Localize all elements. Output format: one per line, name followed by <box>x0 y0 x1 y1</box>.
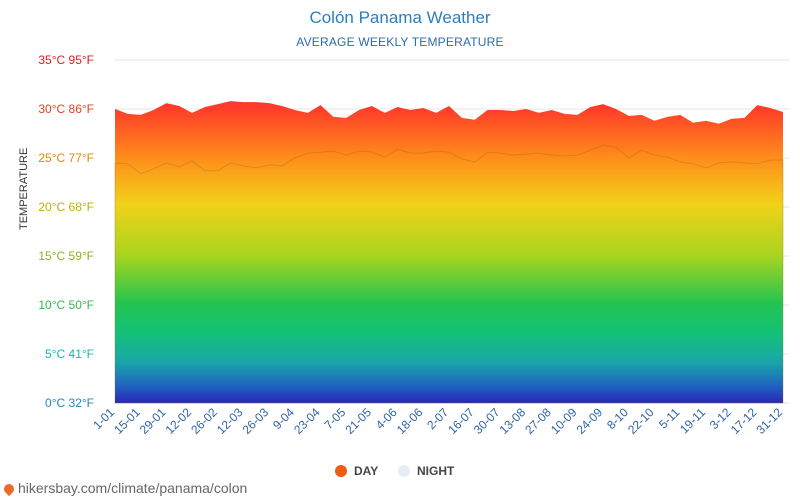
x-tick-label: 31-12 <box>754 405 786 437</box>
x-tick-label: 12-03 <box>214 405 246 437</box>
x-tick-label: 24-09 <box>574 405 606 437</box>
x-tick-label: 23-04 <box>291 405 323 437</box>
x-tick-label: 13-08 <box>497 405 529 437</box>
source-footer[interactable]: hikersbay.com/climate/panama/colon <box>1 480 248 497</box>
legend-label-day[interactable]: DAY <box>354 464 378 478</box>
y-tick-label: 25°C 77°F <box>38 151 94 165</box>
x-tick-label: 10-09 <box>548 405 580 437</box>
x-tick-label: 19-11 <box>677 405 708 436</box>
x-tick-label: 30-07 <box>471 405 503 437</box>
x-tick-label: 21-05 <box>342 405 374 437</box>
x-tick-label: 22-10 <box>625 405 657 437</box>
x-tick-label: 17-12 <box>728 405 760 437</box>
y-tick-label: 30°C 86°F <box>38 102 94 116</box>
y-tick-label: 5°C 41°F <box>45 347 94 361</box>
series-night-area <box>114 144 784 404</box>
chart-title: Colón Panama Weather <box>309 8 491 27</box>
x-tick-label: 18-06 <box>394 405 426 437</box>
x-tick-label: 26-02 <box>188 405 220 437</box>
x-tick-label: 29-01 <box>137 405 169 437</box>
y-tick-label: 35°C 95°F <box>38 53 94 67</box>
x-tick-label: 27-08 <box>522 405 554 437</box>
legend-marker-day[interactable] <box>335 465 347 477</box>
y-tick-label: 10°C 50°F <box>38 298 94 312</box>
y-tick-label: 15°C 59°F <box>38 249 94 263</box>
x-tick-label: 12-02 <box>163 405 195 437</box>
legend-label-night[interactable]: NIGHT <box>417 464 455 478</box>
x-tick-label: 15-01 <box>111 405 143 437</box>
location-pin-icon <box>1 481 17 497</box>
x-tick-label: 16-07 <box>445 405 477 437</box>
y-tick-label: 0°C 32°F <box>45 396 94 410</box>
chart-subtitle: AVERAGE WEEKLY TEMPERATURE <box>296 35 504 49</box>
x-tick-label: 26-03 <box>240 405 272 437</box>
y-tick-label: 20°C 68°F <box>38 200 94 214</box>
source-link[interactable]: hikersbay.com/climate/panama/colon <box>18 480 248 496</box>
legend-marker-night[interactable] <box>398 465 410 477</box>
